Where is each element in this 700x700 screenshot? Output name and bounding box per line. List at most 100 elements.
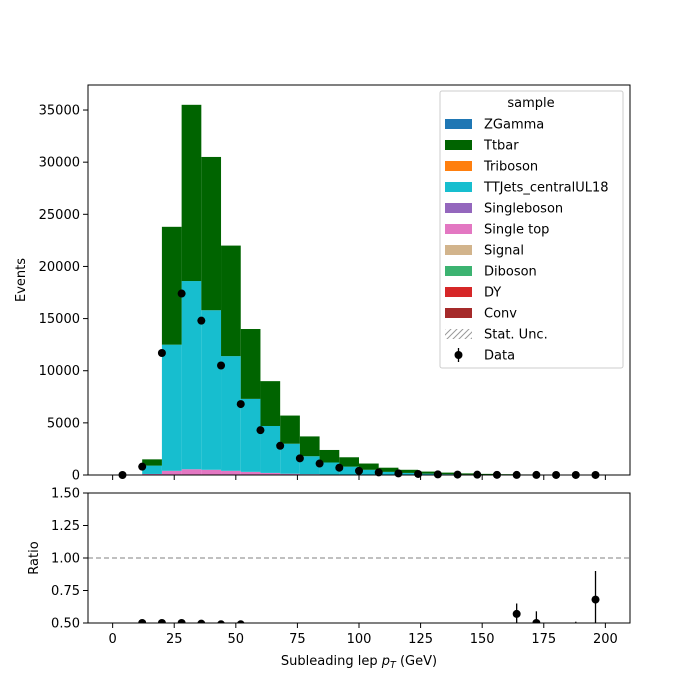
ratio-x-axis-label: Subleading lep pT (GeV) <box>281 654 437 671</box>
main-y-tick-label-3: 15000 <box>39 312 80 327</box>
bar-ttjets-centralul18-1 <box>142 465 162 474</box>
legend-label-signal: Signal <box>484 244 524 259</box>
ratio-point-6 <box>512 603 521 623</box>
bar-ttjets-centralul18-14 <box>398 472 419 475</box>
main-y-tick-label-4: 20000 <box>39 260 80 275</box>
ratio-point-5 <box>236 620 245 623</box>
main-y-tick-label-7: 35000 <box>39 104 80 119</box>
legend-swatch-triboson <box>445 161 472 171</box>
bar-ttbar-4 <box>201 156 222 311</box>
bar-single-top-8 <box>280 473 300 475</box>
bar-ttjets-centralul18-10 <box>319 462 340 475</box>
bar-single-top-6 <box>240 471 261 475</box>
bar-ttbar-10 <box>319 449 340 463</box>
bar-ttbar-12 <box>359 463 379 470</box>
bar-ttjets-centralul18-3 <box>181 281 202 470</box>
bar-single-top-5 <box>221 470 241 475</box>
ratio-x-tick-label-2: 50 <box>228 632 245 647</box>
main-y-tick-label-0: 0 <box>72 469 80 484</box>
legend-swatch-stat-unc- <box>445 329 472 339</box>
legend-box <box>439 90 624 369</box>
legend-label-stat-unc-: Stat. Unc. <box>484 328 548 343</box>
data-point-11 <box>335 463 344 472</box>
ratio-y-axis-label: Ratio <box>27 541 42 574</box>
ratio-point-0 <box>138 619 147 623</box>
bar-ttjets-centralul18-4 <box>201 310 222 470</box>
main-y-tick-label-1: 5000 <box>47 416 80 431</box>
bar-ttjets-centralul18-15 <box>418 473 438 475</box>
legend-label-diboson: Diboson <box>484 265 537 280</box>
ratio-x-tick-label-8: 200 <box>593 632 618 647</box>
legend-title: sample <box>507 96 554 111</box>
ratio-point-9 <box>591 571 600 623</box>
legend-label-ttbar: Ttbar <box>483 139 519 154</box>
ratio-point-4 <box>217 620 225 623</box>
legend-label-zgamma: ZGamma <box>484 118 544 133</box>
bar-ttbar-5 <box>221 245 241 357</box>
ratio-point-8 <box>575 621 577 623</box>
data-point-1 <box>138 462 147 471</box>
data-point-16 <box>433 470 442 479</box>
legend-label-singleboson: Singleboson <box>484 202 563 217</box>
bar-ttjets-centralul18-13 <box>378 471 399 475</box>
ratio-panel: 0 25 50 75 100 125 150 175 200 0.50 0.75 1.00 1.25 1… <box>27 487 631 671</box>
data-point-14 <box>394 469 403 478</box>
bar-single-top-4 <box>201 469 222 475</box>
bar-single-top-7 <box>260 472 281 475</box>
bar-ttbar-2 <box>161 226 182 345</box>
ratio-y-tick-label-0: 0.50 <box>51 617 80 632</box>
bar-ttbar-19 <box>496 474 517 475</box>
data-point-6 <box>236 400 245 409</box>
bar-ttjets-centralul18-12 <box>359 469 379 475</box>
legend-swatch-signal <box>445 245 472 255</box>
legend-label-triboson: Triboson <box>483 160 538 175</box>
ratio-point-7 <box>532 611 541 623</box>
bar-ttjets-centralul18-2 <box>161 344 182 471</box>
ratio-point-1 <box>157 619 166 623</box>
legend-label-ttjets-centralul18: TTJets_centralUL18 <box>483 181 609 196</box>
ratio-x-tick-label-0: 0 <box>108 632 116 647</box>
data-point-8 <box>276 441 285 450</box>
legend-swatch-singleboson <box>445 203 472 213</box>
legend-label-conv: Conv <box>484 307 517 322</box>
legend-label-single-top: Single top <box>484 223 549 238</box>
bar-ttbar-8 <box>280 415 300 444</box>
main-y-axis-label: Events <box>14 258 29 302</box>
bar-ttjets-centralul18-11 <box>339 466 359 475</box>
bar-ttjets-centralul18-6 <box>240 398 261 472</box>
bar-ttjets-centralul18-7 <box>260 425 281 473</box>
ratio-y-tick-label-3: 1.25 <box>51 519 80 534</box>
legend-swatch-data <box>454 348 463 362</box>
bar-ttbar-3 <box>181 104 202 282</box>
legend-swatch-diboson <box>445 266 472 276</box>
data-point-3 <box>177 289 186 298</box>
data-point-12 <box>355 466 363 475</box>
bar-ttbar-9 <box>299 436 320 457</box>
data-point-5 <box>217 361 226 370</box>
data-point-4 <box>197 316 206 325</box>
bar-ttbar-17 <box>457 473 478 475</box>
ratio-point-2 <box>177 619 186 623</box>
legend: sample ZGamma Ttbar Triboson TTJets_central… <box>439 90 624 369</box>
main-histogram-panel: 0 5000 10000 15000 20000 25000 30000 35000 Even… <box>14 84 631 484</box>
bar-ttjets-centralul18-9 <box>299 456 320 475</box>
bar-single-top-2 <box>161 470 182 475</box>
legend-swatch-ttbar <box>445 140 472 150</box>
legend-label-data: Data <box>484 349 515 364</box>
main-y-tick-label-6: 30000 <box>39 156 80 171</box>
ratio-x-tick-label-5: 125 <box>408 632 433 647</box>
data-point-2 <box>157 348 166 357</box>
ratio-x-tick-label-6: 150 <box>470 632 495 647</box>
bar-ttbar-18 <box>477 473 497 475</box>
ratio-y-tick-label-4: 1.50 <box>51 487 80 502</box>
bar-ttbar-15 <box>418 471 438 474</box>
ratio-x-tick-label-7: 175 <box>531 632 556 647</box>
legend-swatch-dy <box>445 287 472 297</box>
bar-ttbar-7 <box>260 381 281 426</box>
bar-ttbar-6 <box>240 329 261 399</box>
ratio-y-tick-label-2: 1.00 <box>51 552 80 567</box>
bar-ttjets-centralul18-5 <box>221 356 241 471</box>
data-point-9 <box>295 454 304 463</box>
ratio-x-tick-label-3: 75 <box>289 632 306 647</box>
